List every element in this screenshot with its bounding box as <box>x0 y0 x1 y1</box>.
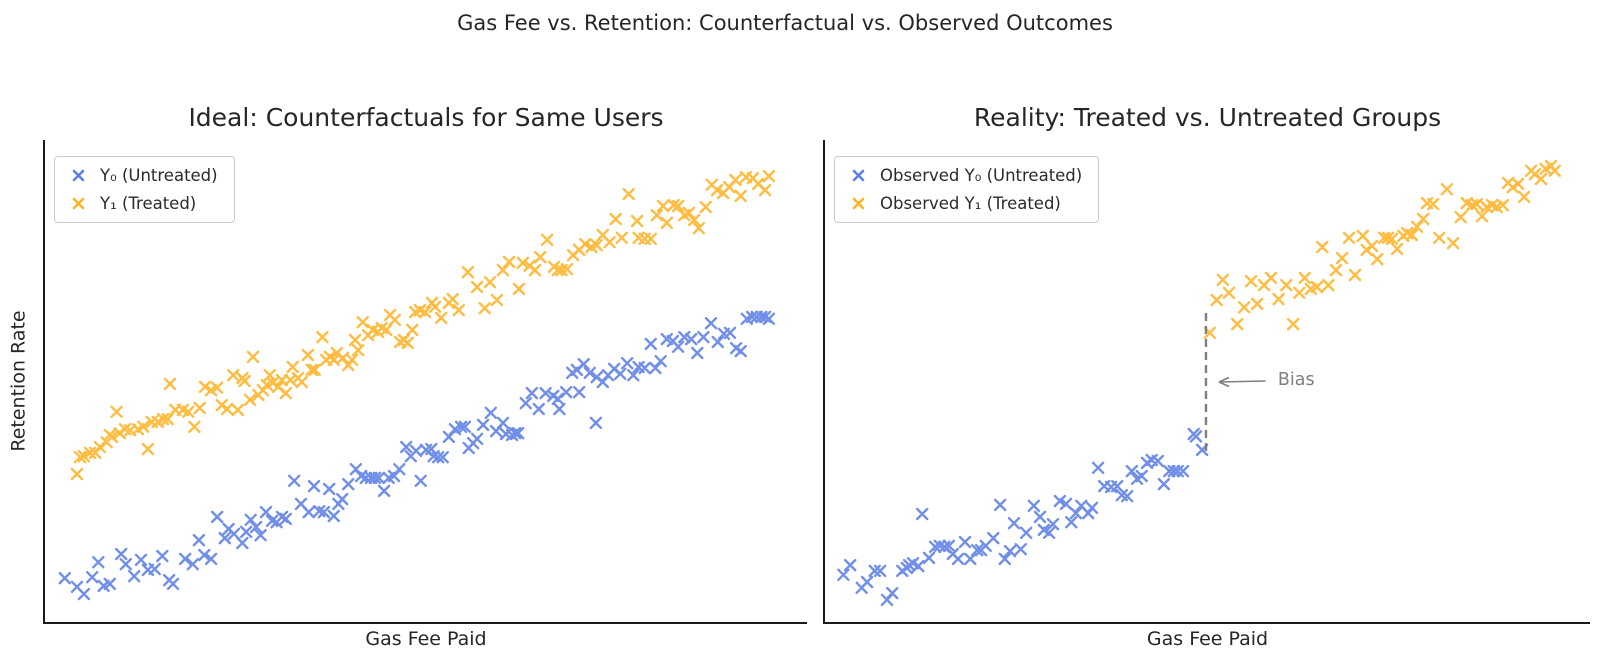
left-scatter-canvas <box>58 169 776 601</box>
figure-title: Gas Fee vs. Retention: Counterfactual vs… <box>457 11 1113 35</box>
left-plot-title: Ideal: Counterfactuals for Same Users <box>188 103 664 132</box>
legend-label: Observed Y₀ (Untreated) <box>880 166 1083 185</box>
series-0-markers <box>837 427 1209 606</box>
legend-item-observed-untreated: Observed Y₀ (Untreated) <box>843 166 1082 185</box>
legend-item-observed-treated: Observed Y₁ (Treated) <box>843 194 1082 213</box>
bias-annotation-label: Bias <box>1277 370 1315 390</box>
bias-arrow <box>1218 376 1266 388</box>
legend-label: Observed Y₁ (Treated) <box>880 194 1061 213</box>
right-plot-title: Reality: Treated vs. Untreated Groups <box>973 103 1442 132</box>
y-axis-label: Retention Rate <box>8 310 31 452</box>
left-x-axis-label: Gas Fee Paid <box>365 628 487 650</box>
legend-label: Y₁ (Treated) <box>100 194 197 213</box>
series-0-markers <box>58 310 776 601</box>
x-marker-icon <box>852 197 865 210</box>
left-plot-area: Y₀ (Untreated) Y₁ (Treated) <box>43 140 807 624</box>
series-1-markers <box>70 169 776 481</box>
legend-item-treated: Y₁ (Treated) <box>63 194 218 213</box>
x-marker-icon <box>72 197 85 210</box>
y-axis-label-wrap: Retention Rate <box>2 140 36 622</box>
x-marker-icon <box>72 169 85 182</box>
right-x-axis-label: Gas Fee Paid <box>1146 628 1269 650</box>
series-1-markers <box>1203 159 1561 339</box>
right-legend: Observed Y₀ (Untreated) Observed Y₁ (Tre… <box>834 156 1100 223</box>
left-legend: Y₀ (Untreated) Y₁ (Treated) <box>54 156 235 223</box>
x-marker-icon <box>852 169 865 182</box>
right-plot-area: Observed Y₀ (Untreated) Observed Y₁ (Tre… <box>823 140 1590 624</box>
legend-item-untreated: Y₀ (Untreated) <box>63 166 218 185</box>
legend-label: Y₀ (Untreated) <box>100 166 218 185</box>
right-scatter-canvas <box>837 159 1561 606</box>
